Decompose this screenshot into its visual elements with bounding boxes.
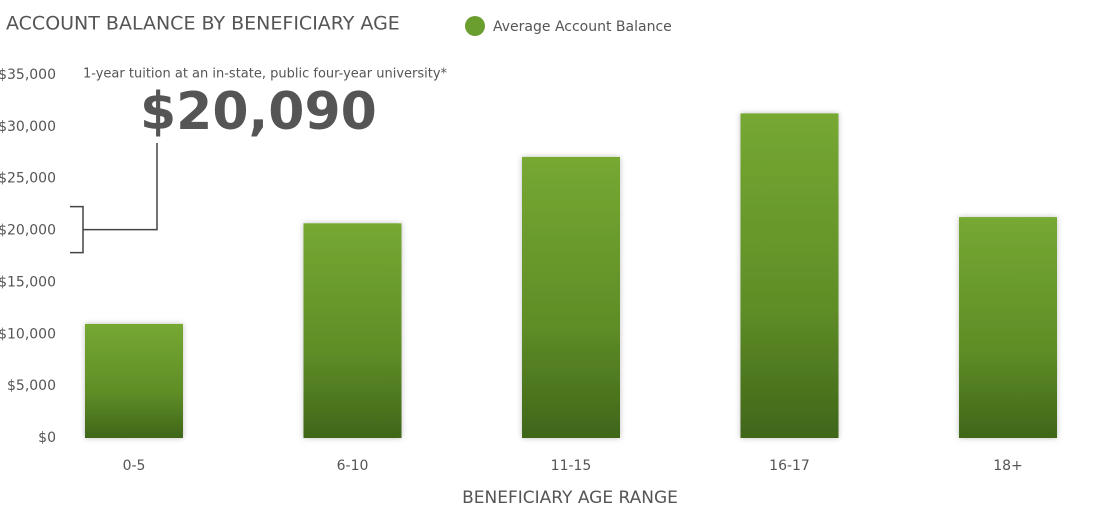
x-tick-label: 11-15 [551,458,592,474]
x-tick-label: 16-17 [769,458,810,474]
bar [740,113,839,439]
y-tick-label: $35,000 [0,67,56,83]
bar [85,323,183,438]
y-tick-label: $15,000 [0,274,56,290]
x-tick-label: 0-5 [123,458,146,474]
y-tick-label: $30,000 [0,119,56,135]
bar [522,156,620,439]
legend-marker [465,16,485,36]
bar [959,217,1057,438]
x-tick-label: 18+ [993,458,1023,474]
y-tick-label: $0 [38,430,56,446]
x-axis-title: BENEFICIARY AGE RANGE [462,488,678,508]
annotation-value: $20,090 [140,82,377,142]
bar [303,223,402,438]
y-tick-label: $25,000 [0,171,56,187]
annotation-bracket [70,143,158,254]
legend-label: Average Account Balance [493,19,672,35]
x-tick-label: 6-10 [337,458,369,474]
chart-title: ACCOUNT BALANCE BY BENEFICIARY AGE [6,13,400,35]
y-tick-label: $5,000 [7,378,56,394]
annotation-text: 1-year tuition at an in-state, public fo… [83,67,448,82]
y-tick-label: $10,000 [0,326,56,342]
y-tick-label: $20,000 [0,223,56,239]
